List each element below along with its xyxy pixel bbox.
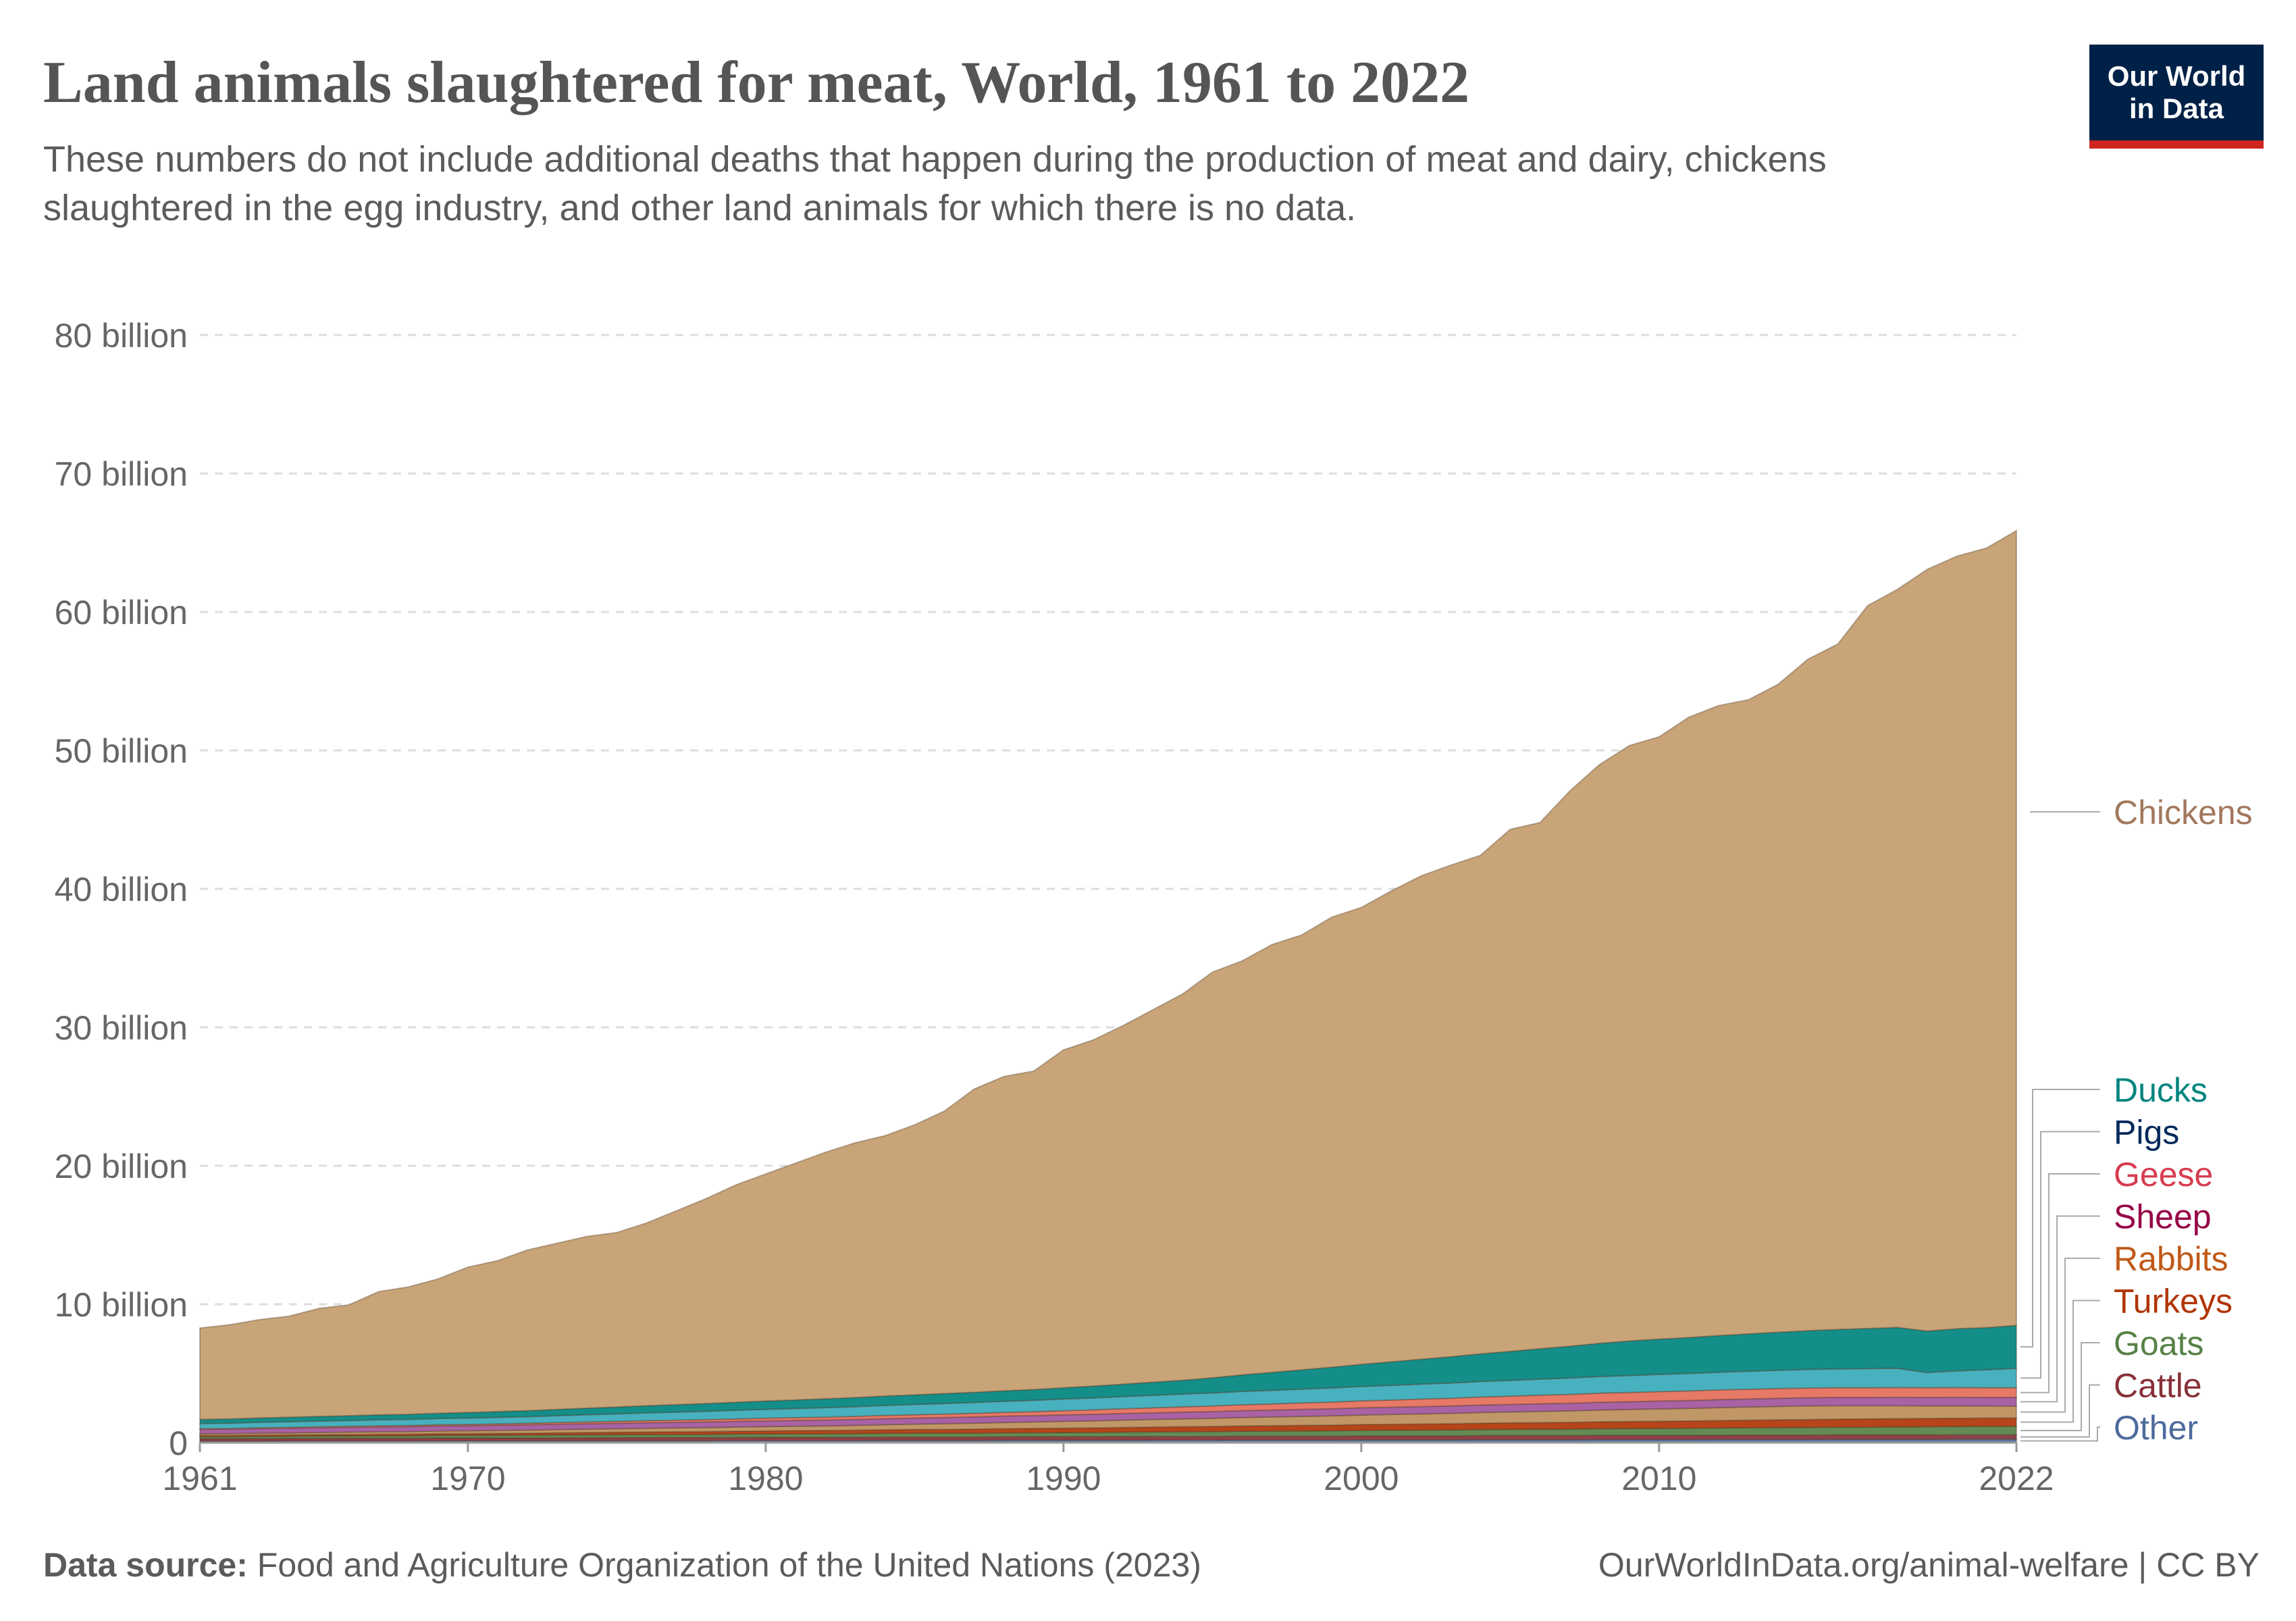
area-series — [199, 529, 2017, 1443]
owid-logo[interactable]: Our World in Data — [2089, 45, 2264, 149]
legend-connector — [2020, 1258, 2100, 1413]
legend-connector — [2020, 1215, 2100, 1403]
legend-label-chickens: Chickens — [2114, 794, 2253, 831]
legend-label-goats: Goats — [2114, 1324, 2203, 1362]
chart-title: Land animals slaughtered for meat, World… — [43, 50, 1470, 115]
legend-connector — [2020, 1300, 2100, 1423]
legend-connector — [2020, 1384, 2100, 1438]
source-url[interactable]: OurWorldInData.org/animal-welfare | CC B… — [1598, 1546, 2260, 1584]
y-tick-label: 20 billion — [55, 1148, 188, 1185]
legend-connector — [2020, 1173, 2100, 1393]
x-tick-label: 2022 — [1979, 1460, 2054, 1497]
x-tick-label: 1990 — [1026, 1460, 1101, 1497]
legend-label-rabbits: Rabbits — [2114, 1240, 2228, 1278]
x-tick-label: 2000 — [1324, 1460, 1399, 1497]
series-area-rabbits — [199, 1405, 2017, 1437]
x-tick-label: 1980 — [728, 1460, 803, 1497]
legend-connector — [2020, 1131, 2100, 1379]
series-area-pigs — [199, 1367, 2017, 1430]
x-tick-label: 2010 — [1621, 1460, 1696, 1497]
y-tick-label: 0 — [169, 1424, 188, 1462]
legend-label-geese: Geese — [2114, 1156, 2213, 1193]
series-area-chickens — [199, 529, 2017, 1420]
legend-label-other: Other — [2114, 1409, 2198, 1447]
legend-label-cattle: Cattle — [2114, 1367, 2202, 1405]
data-source: Data source: Food and Agriculture Organi… — [43, 1545, 1201, 1585]
legend-label-sheep: Sheep — [2114, 1198, 2212, 1236]
x-tick-label: 1970 — [430, 1460, 505, 1497]
legend-connector — [2020, 1426, 2100, 1442]
data-source-text: Food and Agriculture Organization of the… — [257, 1546, 1201, 1584]
series-area-turkeys — [199, 1417, 2017, 1437]
y-tick-label: 30 billion — [55, 1009, 188, 1047]
axes: 0 10 billion 20 billion 30 billion 40 billio… — [55, 317, 2054, 1497]
y-tick-label: 70 billion — [55, 455, 188, 493]
logo-line-2: in Data — [2129, 93, 2224, 124]
y-tick-label: 40 billion — [55, 871, 188, 908]
y-tick-label: 60 billion — [55, 594, 188, 632]
y-tick-label: 10 billion — [55, 1286, 188, 1324]
x-tick-label: 1961 — [162, 1460, 237, 1497]
series-area-sheep — [199, 1396, 2017, 1435]
legend-label-pigs: Pigs — [2114, 1114, 2179, 1152]
y-tick-label: 80 billion — [55, 317, 188, 355]
y-tick-label: 50 billion — [55, 732, 188, 770]
data-source-label: Data source: — [43, 1546, 248, 1584]
legend-connector — [2020, 1089, 2100, 1348]
legend: Chickens Ducks Pigs Geese Sheep Rabbits Turkey… — [2020, 794, 2253, 1447]
legend-connector — [2020, 1342, 2100, 1431]
chart-subtitle: These numbers do not include additional … — [43, 139, 1827, 228]
legend-label-ducks: Ducks — [2114, 1071, 2208, 1109]
legend-label-turkeys: Turkeys — [2114, 1283, 2233, 1320]
logo-line-1: Our World — [2107, 60, 2246, 92]
